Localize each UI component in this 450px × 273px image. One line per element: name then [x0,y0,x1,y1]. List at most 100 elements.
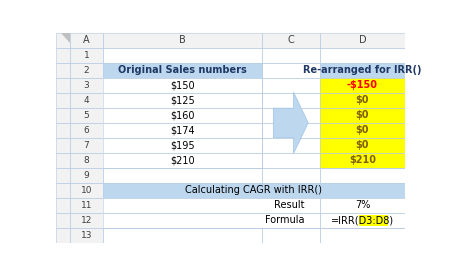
Bar [320,198,405,213]
Bar [103,78,261,93]
Bar [320,63,405,78]
Bar [103,138,261,153]
Bar [56,48,70,63]
Bar [103,198,261,213]
Bar [103,123,261,138]
Bar [103,138,261,153]
Bar [103,78,261,93]
Bar [320,63,405,78]
Bar [261,123,320,138]
Bar [56,33,70,48]
Bar [261,78,320,93]
Bar [56,228,70,243]
Bar [103,183,261,198]
Bar [320,183,405,198]
Bar [56,78,70,93]
Bar [70,108,103,123]
Bar [103,108,261,123]
Text: =IRR(D3:D8): =IRR(D3:D8) [331,215,394,225]
Bar [320,63,405,78]
Bar [320,108,405,123]
Text: 13: 13 [81,231,92,240]
Bar [103,228,261,243]
Bar [320,198,405,213]
Text: 8: 8 [84,156,89,165]
Bar [261,93,320,108]
Bar [261,138,320,153]
Text: 12: 12 [81,216,92,225]
Bar [103,93,261,108]
Bar [56,213,70,228]
Bar [70,123,103,138]
Bar [320,198,405,213]
Bar [103,213,261,228]
Bar [103,153,261,168]
Text: $0: $0 [356,125,369,135]
Bar [261,48,320,63]
Bar [56,63,70,78]
Bar [261,213,320,228]
Bar [103,123,261,138]
Bar [56,198,70,213]
Bar [56,63,70,78]
Polygon shape [273,92,308,153]
Bar [56,183,70,198]
Bar [320,33,405,48]
Bar [103,48,261,63]
Bar [70,63,103,78]
Bar [320,153,405,168]
Bar [261,228,320,243]
Bar [320,138,405,153]
Bar [261,63,320,78]
Text: $210: $210 [349,155,376,165]
Bar [320,153,405,168]
Bar [103,48,261,63]
Bar [261,93,320,108]
Bar [261,33,320,48]
Bar [320,228,405,243]
Bar [261,228,320,243]
Bar [70,168,103,183]
Bar [320,93,405,108]
Text: Result: Result [274,200,305,210]
Bar [320,168,405,183]
Bar [261,153,320,168]
Bar [103,78,261,93]
Bar [103,78,261,93]
Bar [320,168,405,183]
Bar [103,168,261,183]
Bar [320,93,405,108]
Bar [261,198,320,213]
Bar [261,108,320,123]
Bar [320,93,405,108]
Bar [103,183,405,198]
Bar [70,183,103,198]
Bar [103,168,261,183]
Bar [261,48,320,63]
Text: 7: 7 [84,141,89,150]
Bar [103,93,261,108]
Bar [103,153,261,168]
Bar [103,198,320,213]
Text: $195: $195 [170,140,194,150]
Bar [261,183,320,198]
Bar [359,215,388,226]
Bar [320,108,405,123]
Text: A: A [83,35,90,45]
Text: 11: 11 [81,201,92,210]
Bar [320,153,405,168]
Bar [103,198,320,213]
Bar [56,153,70,168]
Bar [261,123,320,138]
Bar [320,78,405,93]
Bar [103,153,261,168]
Bar [70,123,103,138]
Bar [320,48,405,63]
Bar [56,48,70,63]
Bar [56,168,70,183]
Bar [70,228,103,243]
Bar [261,153,320,168]
Text: 2: 2 [84,66,89,75]
Text: $0: $0 [356,140,369,150]
Bar [103,108,261,123]
